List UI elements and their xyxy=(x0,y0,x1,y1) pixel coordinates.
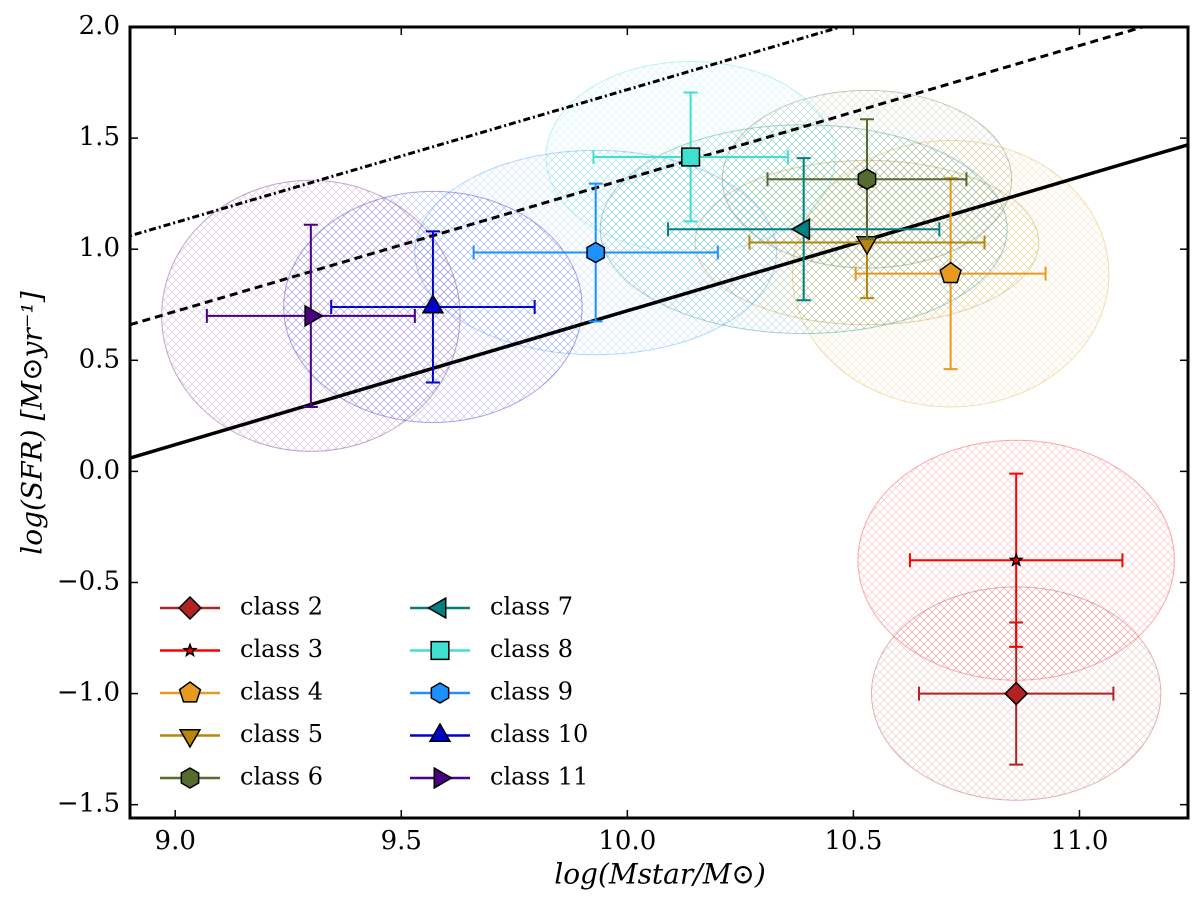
x-tick-label: 9.5 xyxy=(381,826,422,856)
y-axis-label: log(SFR) [M⊙yr⁻¹] xyxy=(16,291,49,554)
legend-marker xyxy=(178,681,202,703)
legend-marker xyxy=(180,767,200,789)
y-tick-label: 1.5 xyxy=(79,122,120,152)
x-axis-label: log(Mstar/M⊙) xyxy=(554,858,766,891)
y-tick-label: 1.0 xyxy=(79,233,120,263)
y-tick-label: −1.5 xyxy=(57,789,120,819)
legend-label: class 11 xyxy=(490,763,588,791)
y-tick-label: 0.0 xyxy=(79,455,120,485)
reference-line xyxy=(130,143,1188,460)
plot-area xyxy=(130,27,1188,801)
y-tick-label: 0.5 xyxy=(79,344,120,374)
legend-marker xyxy=(178,729,202,749)
x-tick-label: 10.0 xyxy=(598,826,656,856)
reference-line xyxy=(130,27,846,238)
plot-frame xyxy=(128,25,1190,820)
point xyxy=(1008,552,1024,567)
legend-marker xyxy=(428,722,452,742)
legend-marker xyxy=(177,595,203,621)
legend-label: class 9 xyxy=(490,678,573,706)
point xyxy=(421,293,445,314)
legend-marker xyxy=(430,682,450,704)
y-tick-label: 2.0 xyxy=(79,11,120,41)
point xyxy=(586,241,606,264)
legend-label: class 2 xyxy=(240,593,323,621)
legend-label: class 3 xyxy=(240,635,323,663)
y-tick-label: −0.5 xyxy=(57,566,120,596)
point xyxy=(857,168,877,191)
y-tick-label: −1.0 xyxy=(57,678,120,708)
legend-label: class 6 xyxy=(240,763,323,791)
legend-marker xyxy=(430,640,450,661)
legend-label: class 5 xyxy=(240,720,323,748)
legend-marker xyxy=(433,766,454,790)
point xyxy=(790,217,811,241)
point xyxy=(1004,681,1029,706)
legend-marker xyxy=(426,596,447,620)
x-tick-label: 9.0 xyxy=(155,826,196,856)
x-tick-label: 10.5 xyxy=(824,826,882,856)
point xyxy=(939,261,962,284)
point xyxy=(304,304,324,328)
legend-label: class 7 xyxy=(490,593,573,621)
x-tick-label: 11.0 xyxy=(1051,826,1109,856)
legend-label: class 8 xyxy=(490,635,573,663)
legend-label: class 10 xyxy=(490,720,588,748)
point xyxy=(681,147,701,167)
legend-label: class 4 xyxy=(240,678,323,706)
legend-marker xyxy=(182,642,198,658)
reference-line xyxy=(130,27,1148,327)
